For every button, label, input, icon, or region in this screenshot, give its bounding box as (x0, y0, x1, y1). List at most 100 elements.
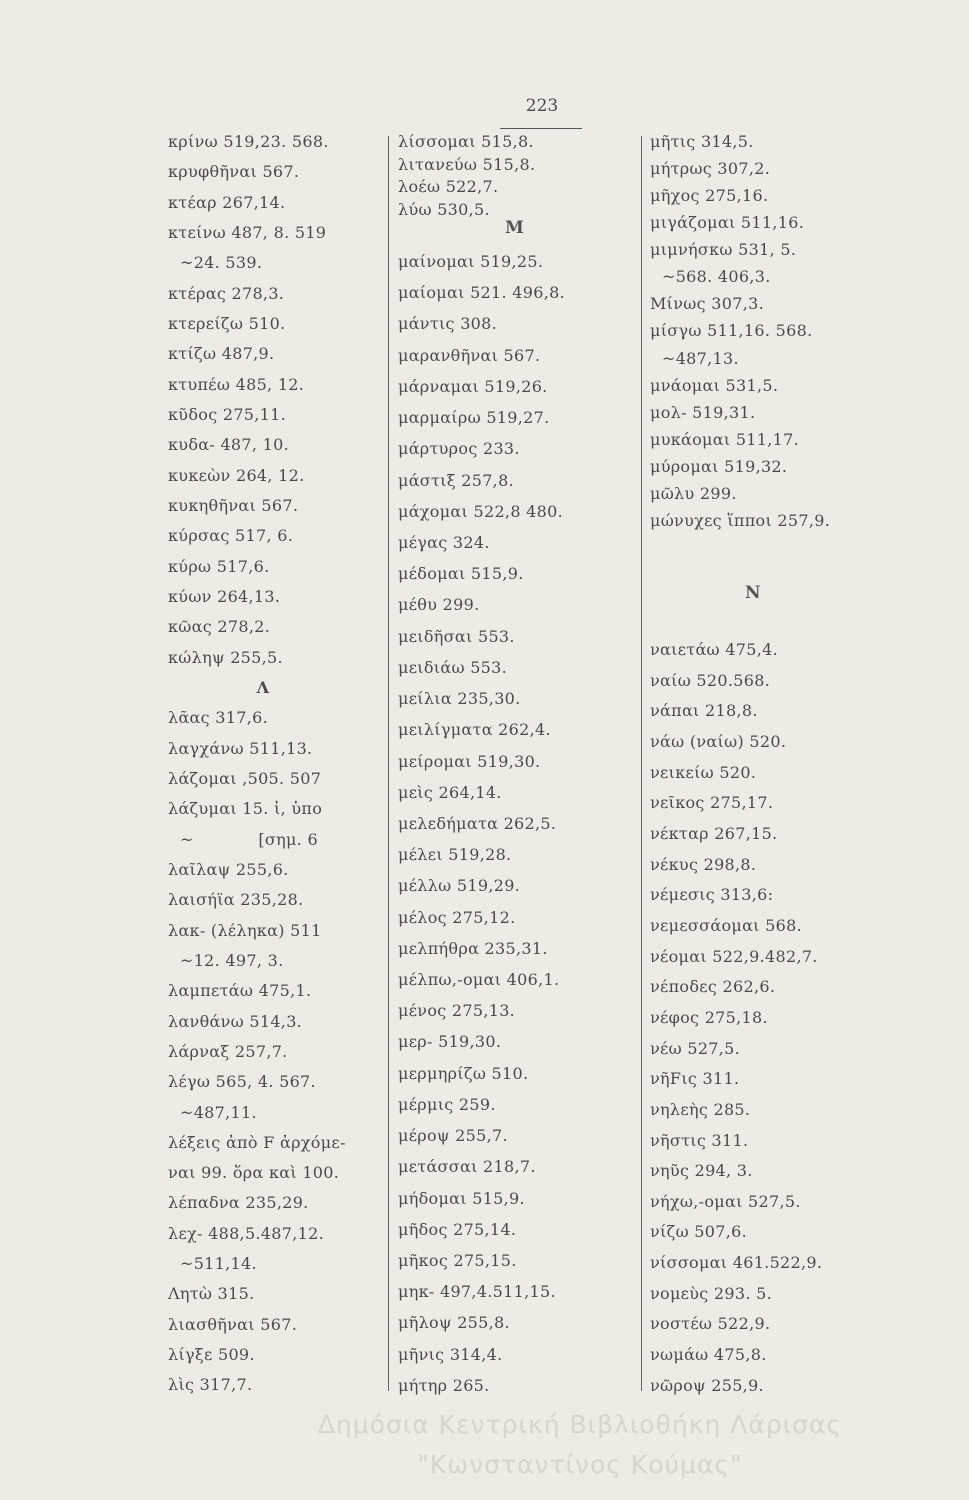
index-entry: μώνυχες ἵπποι 257,9. (650, 510, 831, 530)
index-entry: λεχ- 488,5.487,12. (168, 1223, 324, 1243)
index-entry: κτέρας 278,3. (168, 283, 285, 303)
index-entry: λίγξε 509. (168, 1345, 255, 1365)
index-entry: μήδομαι 515,9. (398, 1188, 525, 1208)
index-entry: μέθυ 299. (398, 595, 480, 615)
index-entry: νέομαι 522,9.482,7. (650, 946, 818, 966)
index-entry: μήτηρ 265. (398, 1375, 490, 1395)
index-entry: μύρομαι 519,32. (650, 456, 788, 476)
index-entry: ναιετάω 475,4. (650, 640, 778, 659)
index-entry: νεῖκος 275,17. (650, 793, 774, 813)
index-entry: μειλίγματα 262,4. (398, 720, 551, 740)
index-entry: μῆλοψ 255,8. (398, 1313, 510, 1333)
right-column-top: μῆτις 314,5. μήτρως 307,2. μῆχος 275,16. μι… (650, 133, 830, 530)
index-entry: νάπαι 218,8. (650, 701, 758, 721)
index-entry: λιασθῆναι 567. (168, 1314, 298, 1334)
index-entry: λαῖλαψ 255,6. (168, 859, 289, 879)
index-entry: μάρναμαι 519,26. (398, 376, 548, 396)
index-entry: ναι 99. ὅρα καὶ 100. (168, 1163, 340, 1183)
index-entry: νῶροψ 255,9. (650, 1375, 764, 1395)
index-entry: Μίνως 307,3. (650, 294, 764, 314)
index-entry: μείρομαι 519,30. (398, 751, 541, 771)
index-entry: νηῦς 294, 3. (650, 1161, 753, 1181)
index-entry: μαίομαι 521. 496,8. (398, 283, 565, 303)
index-entry: λαισήϊα 235,28. (168, 890, 304, 910)
index-entry: κύρσας 517, 6. (168, 526, 294, 546)
index-entry: νίσσομαι 461.522,9. (650, 1253, 823, 1273)
index-entry: μέροψ 255,7. (398, 1126, 508, 1146)
index-entry: νίζω 507,6. (650, 1222, 747, 1242)
header-rule (500, 128, 582, 129)
index-entry: κτερείζω 510. (168, 313, 286, 333)
index-entry: μέλλω 519,29. (398, 876, 521, 896)
index-entry: μέδομαι 515,9. (398, 564, 524, 584)
index-entry: νωμάω 475,8. (650, 1345, 767, 1365)
left-column: κρίνω 519,23. 568. κρυφθῆναι 567. κτέαρ 26… (168, 133, 358, 1395)
index-entry: μῆκος 275,15. (398, 1251, 517, 1270)
index-entry: νηλεὴς 285. (650, 1099, 751, 1119)
middle-column: μαίνομαι 519,25. μαίομαι 521. 496,8. μάντι… (398, 253, 565, 1395)
index-entry: λάζομαι ,505. 507 (168, 768, 322, 788)
index-entry: κρίνω 519,23. 568. (168, 132, 329, 151)
index-entry: κυκεὼν 264, 12. (168, 465, 305, 485)
index-entry: ναίω 520.568. (650, 670, 771, 690)
index-entry: λὶς 317,7. (168, 1375, 253, 1395)
index-entry-continuation: ~568. 406,3. (662, 267, 771, 287)
index-entry: μῶλυ 299. (650, 483, 737, 503)
index-entry: νέφος 275,18. (650, 1007, 768, 1027)
index-entry: νέποδες 262,6. (650, 977, 776, 997)
index-entry: μῆδος 275,14. (398, 1219, 517, 1239)
index-entry: μένος 275,13. (398, 1001, 516, 1021)
index-entry: μηκ- 497,4.511,15. (398, 1282, 556, 1302)
index-entry: μείλια 235,30. (398, 689, 521, 709)
watermark-name: "Κωνσταντίνος Κούμας" (417, 1450, 743, 1479)
index-entry: λίσσομαι 515,8. (398, 132, 534, 151)
index-entry: νέκταρ 267,15. (650, 823, 778, 843)
section-heading-m: M (505, 218, 524, 238)
index-entry: μετάσσαι 218,7. (398, 1157, 536, 1177)
index-entry: λαγχάνω 511,13. (168, 738, 313, 758)
index-entry: μαρανθῆναι 567. (398, 345, 541, 365)
right-column: ναιετάω 475,4. ναίω 520.568. νάπαι 218,8. ν… (650, 641, 822, 1395)
index-entry: μήτρως 307,2. (650, 159, 771, 179)
index-entry: λακ- (λέληκα) 511 (168, 920, 322, 940)
middle-column-top: λίσσομαι 515,8. λιτανεύω 515,8. λοέω 522,7… (398, 133, 535, 219)
index-entry: μνάομαι 531,5. (650, 375, 779, 395)
index-entry: μῆνις 314,4. (398, 1344, 503, 1364)
index-entry: κυκηθῆναι 567. (168, 495, 299, 515)
index-entry: λαμπετάω 475,1. (168, 981, 312, 1001)
index-entry: λανθάνω 514,3. (168, 1011, 303, 1031)
index-entry: μαρμαίρω 519,27. (398, 408, 550, 428)
index-entry: μαίνομαι 519,25. (398, 252, 544, 271)
index-entry: κῦδος 275,11. (168, 404, 287, 424)
index-entry: κτέαρ 267,14. (168, 192, 286, 212)
index-entry: λᾶας 317,6. (168, 708, 268, 728)
index-entry: λέπαδνα 235,29. (168, 1193, 309, 1213)
index-entry: λάζυμαι 15. ἰ, ὑπο (168, 799, 323, 819)
index-entry: μιμνήσκω 531, 5. (650, 240, 797, 260)
index-entry: μελπήθρα 235,31. (398, 938, 548, 958)
index-entry: μειδιάω 553. (398, 657, 508, 677)
index-entry: νέκυς 298,8. (650, 854, 757, 874)
index-entry: λιτανεύω 515,8. (398, 154, 536, 174)
index-entry: μέλπω,-ομαι 406,1. (398, 970, 560, 990)
column-divider-right (641, 136, 642, 1391)
index-entry: νομεὺς 293. 5. (650, 1283, 772, 1303)
index-entry: μῆχος 275,16. (650, 186, 769, 206)
watermark-library: Δημόσια Κεντρική Βιβλιοθήκη Λάρισας (317, 1410, 843, 1439)
index-entry-continuation: ~487,13. (662, 348, 739, 368)
index-entry: μολ- 519,31. (650, 402, 756, 422)
column-divider-left (388, 136, 389, 1391)
index-entry: μάρτυρος 233. (398, 439, 520, 459)
index-entry: νῆστις 311. (650, 1130, 749, 1150)
index-entry: κτυπέω 485, 12. (168, 374, 305, 394)
index-entry: νεμεσσάομαι 568. (650, 915, 802, 935)
index-entry: νέω 527,5. (650, 1038, 741, 1058)
index-entry: μίσγω 511,16. 568. (650, 321, 813, 341)
section-heading: Λ (256, 677, 270, 697)
index-entry: κτίζω 487,9. (168, 344, 275, 364)
index-entry: μυκάομαι 511,17. (650, 429, 799, 449)
index-entry: κρυφθῆναι 567. (168, 162, 300, 182)
index-entry-continuation: ~12. 497, 3. (180, 950, 284, 970)
index-entry-continuation: ~ [σημ. 6 (180, 829, 318, 849)
index-entry: κυδα- 487, 10. (168, 435, 290, 455)
